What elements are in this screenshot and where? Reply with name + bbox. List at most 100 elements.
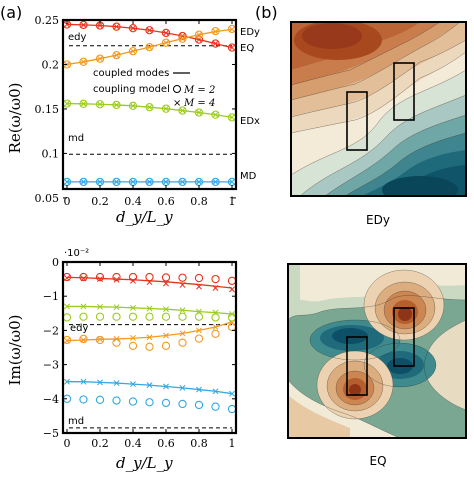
chart0-m2-point-md xyxy=(112,177,121,187)
chart0-m4-point-md xyxy=(163,178,169,185)
chart0-m4-point-edx xyxy=(146,104,153,111)
chart1-m2-point-edx xyxy=(227,313,236,322)
chart0-m2-point-edx xyxy=(194,108,204,117)
edy-resonator-left xyxy=(346,91,368,151)
chart1-m2-point-edy xyxy=(227,276,236,285)
chart1-m4-point-md xyxy=(97,379,103,386)
chart0-series-label-md: MD xyxy=(240,171,257,182)
chart0-m2-point-eq xyxy=(145,42,154,52)
chart0-m2-point-eq xyxy=(95,54,105,63)
im-plot: edy md 0 0.2 0.4 0.6 0.8 1 0 −1 −2 −3 −4 −5 ·10⁻² d_y… xyxy=(6,248,238,472)
chart0-m4-point-md xyxy=(146,178,153,185)
edy-caption: EDy xyxy=(366,213,390,227)
chart1-m4-point-edx xyxy=(64,303,70,310)
chart1-m4-point-edx xyxy=(163,306,169,313)
chart0-m2-point-eq xyxy=(161,38,171,47)
im-plot-frame xyxy=(61,260,238,435)
chart0-m4-point-eq xyxy=(179,35,186,42)
field-map-eq: EQ xyxy=(287,263,467,468)
chart0-m4-point-edx xyxy=(212,111,219,118)
chart1-m2-point-edy xyxy=(211,274,220,284)
chart0-m2-point-edx xyxy=(145,103,154,112)
chart1-m4-point-md xyxy=(64,378,70,385)
chart0-m4-point-edx xyxy=(179,107,186,114)
chart0-m2-point-md xyxy=(79,177,88,187)
chart0-m4-point-eq xyxy=(146,44,153,51)
chart0-xtick-label: 0.6 xyxy=(157,195,175,208)
chart1-m4-point-edx xyxy=(229,311,235,317)
chart0-m4-point-edx xyxy=(97,101,103,108)
chart1-ref-label-edy: edy xyxy=(70,323,89,334)
chart1-m2-point-edx xyxy=(194,312,204,321)
chart0-m2-point-edx xyxy=(128,101,138,110)
re-plot: edy md EDy EQ EDx MD 0 0.2 0.4 0.6 0.8 1 0.25 0.2 0.15… xyxy=(6,14,260,226)
chart0-m4-point-edy xyxy=(113,23,120,30)
chart0-xtick-label: 0.2 xyxy=(91,195,109,208)
chart1-m2-point-md xyxy=(161,398,171,408)
chart0-ref-label-md: md xyxy=(68,133,84,144)
chart1-m4-point-edy xyxy=(212,285,219,291)
chart0-m2-point-md xyxy=(145,177,154,187)
chart1-m2-point-edy xyxy=(161,273,171,282)
chart1-m4-point-edx xyxy=(212,309,219,316)
chart0-m4-point-edy xyxy=(80,21,87,28)
chart1-m2-point-md xyxy=(112,396,121,405)
chart0-ytick-label: 0.1 xyxy=(42,147,60,160)
eq-map-frame xyxy=(287,263,467,439)
chart1-m4-point-edy xyxy=(196,283,202,290)
chart0-xtick-label: 0 xyxy=(64,195,71,208)
chart1-m2-point-md xyxy=(211,402,220,411)
chart0-m2-point-edy xyxy=(161,28,171,38)
chart1-ref-label-md: md xyxy=(68,416,84,427)
chart0-m2-point-md xyxy=(211,177,220,187)
chart0-m4-point-edy xyxy=(130,25,136,32)
im-plot-marks xyxy=(63,272,236,429)
legend-circle-marker xyxy=(173,85,181,93)
chart0-m4-point-edy xyxy=(97,22,103,29)
chart1-m2-point-eq xyxy=(145,342,154,351)
chart1-m2-point-eq xyxy=(95,335,105,345)
chart1-m4-point-edx xyxy=(80,303,87,310)
chart1-m4-point-edx xyxy=(113,304,120,311)
chart1-m4-point-eq xyxy=(113,335,120,342)
chart1-m4-point-md xyxy=(196,386,202,393)
legend-m4: M = 4 xyxy=(183,98,215,109)
chart0-m4-point-md xyxy=(229,178,235,185)
chart0-m4-point-edy xyxy=(212,40,219,47)
chart1-m2-point-edx xyxy=(211,313,220,322)
chart0-m4-point-md xyxy=(97,178,103,185)
chart0-m2-point-md xyxy=(178,177,187,187)
chart1-m4-point-eq xyxy=(97,336,103,343)
re-plot-xlabel: d_y/L_y xyxy=(116,208,173,226)
chart0-m2-point-edx xyxy=(79,99,88,108)
re-plot-legend: coupled modes coupling model M = 2 × M =… xyxy=(93,68,215,109)
eq-resonator-left xyxy=(346,336,368,396)
chart0-m2-point-eq xyxy=(211,26,220,36)
chart1-m4-point-eq xyxy=(146,334,153,341)
re-plot-axes: edy md EDy EQ EDx MD 0 0.2 0.4 0.6 0.8 1 0.25 0.2 0.15… xyxy=(35,14,261,208)
chart1-ytick-label: 0 xyxy=(52,256,59,269)
chart0-line-edy xyxy=(66,23,233,49)
chart0-m4-point-edx xyxy=(113,101,120,108)
chart0-m2-point-eq xyxy=(128,46,138,56)
im-plot-xlabel: d_y/L_y xyxy=(116,454,173,472)
chart1-m4-point-eq xyxy=(212,324,219,330)
chart0-m4-point-edy xyxy=(64,21,70,28)
chart1-m2-point-edy xyxy=(194,273,204,283)
chart0-m4-point-edx xyxy=(80,100,87,107)
chart1-m2-point-edx xyxy=(161,312,171,321)
chart1-m4-point-eq xyxy=(196,327,202,334)
chart0-series-label-edy: EDy xyxy=(240,27,260,38)
chart1-m4-point-md xyxy=(146,382,153,389)
chart0-m2-point-edy xyxy=(128,24,138,33)
chart0-m4-point-md xyxy=(179,178,186,185)
chart0-ytick-label: 0.25 xyxy=(35,14,60,27)
chart1-m2-point-eq xyxy=(161,341,171,350)
chart0-m2-point-edy xyxy=(79,20,88,30)
chart0-series-label-eq: EQ xyxy=(240,43,254,54)
chart1-m4-point-md xyxy=(163,383,169,390)
chart1-m4-point-edx xyxy=(97,303,103,310)
chart0-m2-point-edx xyxy=(95,100,105,109)
chart0-m2-point-eq xyxy=(194,30,204,39)
